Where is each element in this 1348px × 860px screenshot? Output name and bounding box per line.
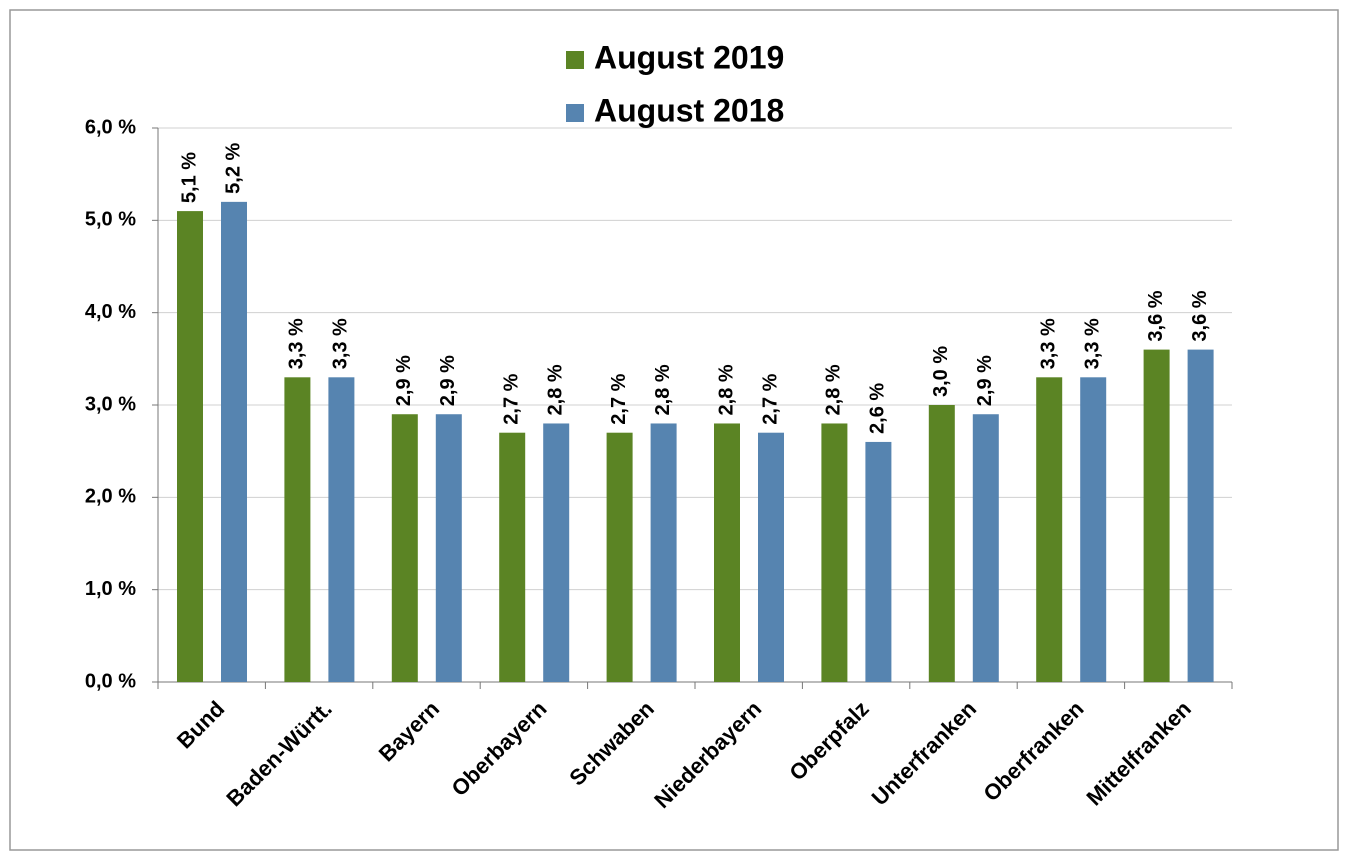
- bar: [972, 414, 999, 682]
- value-label: 3,3 %: [330, 318, 352, 369]
- value-label: 3,6 %: [1145, 290, 1167, 341]
- bar: [865, 441, 892, 682]
- bar: [650, 423, 677, 682]
- bar: [499, 432, 526, 682]
- bar: [1143, 349, 1170, 682]
- value-label: 2,8 %: [823, 364, 845, 415]
- bar: [543, 423, 570, 682]
- bar: [1080, 377, 1107, 682]
- bar: [714, 423, 740, 682]
- value-label: 5,1 %: [178, 152, 200, 203]
- bar: [928, 405, 955, 682]
- legend-swatch: [566, 104, 584, 122]
- value-label: 2,8 %: [715, 364, 737, 415]
- value-label: 2,7 %: [608, 373, 630, 424]
- legend-swatch: [566, 51, 584, 69]
- bar: [1036, 377, 1063, 682]
- value-label: 2,9 %: [437, 355, 459, 406]
- y-tick-label: 3,0 %: [85, 393, 136, 415]
- value-label: 2,9 %: [974, 355, 996, 406]
- y-tick-label: 0,0 %: [85, 670, 136, 692]
- bar: [435, 414, 462, 682]
- y-tick-label: 4,0 %: [85, 301, 136, 323]
- value-label: 2,9 %: [393, 355, 415, 406]
- bar: [391, 414, 418, 682]
- value-label: 3,6 %: [1189, 290, 1211, 341]
- value-label: 3,3 %: [286, 318, 308, 369]
- value-label: 5,2 %: [222, 143, 244, 194]
- value-label: 3,0 %: [930, 346, 952, 397]
- value-label: 2,6 %: [867, 383, 889, 434]
- legend-label: August 2018: [594, 92, 784, 128]
- bar: [821, 423, 848, 682]
- value-label: 3,3 %: [1037, 318, 1059, 369]
- y-tick-label: 2,0 %: [85, 486, 136, 508]
- legend-label: August 2019: [594, 39, 784, 75]
- bar: [284, 377, 311, 682]
- bar: [1187, 349, 1214, 682]
- y-tick-label: 1,0 %: [85, 578, 136, 600]
- bar: [177, 211, 203, 682]
- bar: [758, 432, 784, 682]
- bar: [221, 201, 247, 682]
- y-tick-label: 6,0 %: [85, 116, 136, 138]
- value-label: 2,8 %: [544, 364, 566, 415]
- value-label: 3,3 %: [1081, 318, 1103, 369]
- bar: [328, 377, 355, 682]
- bar: [606, 432, 633, 682]
- value-label: 2,7 %: [500, 373, 522, 424]
- value-label: 2,7 %: [759, 373, 781, 424]
- y-tick-label: 5,0 %: [85, 209, 136, 231]
- value-label: 2,8 %: [652, 364, 674, 415]
